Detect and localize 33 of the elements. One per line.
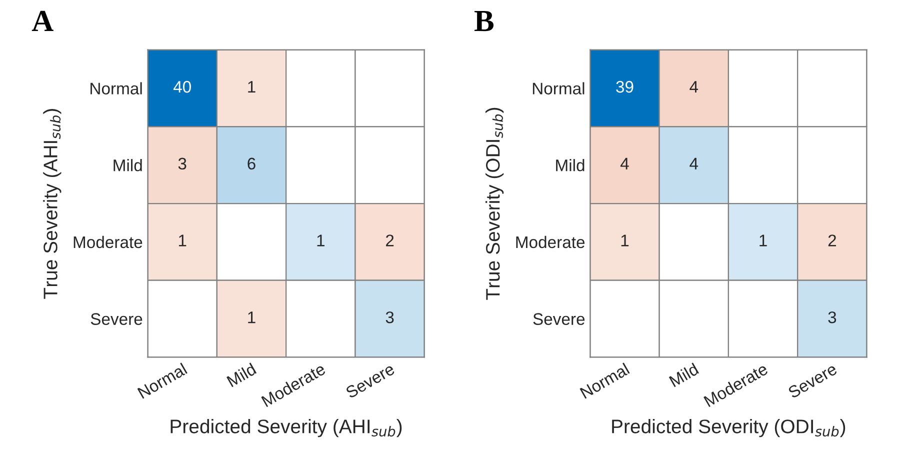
- y-tick-label: Mild: [114, 159, 142, 172]
- y-tick-label: Normal: [90, 82, 142, 94]
- data-label: 4: [690, 81, 698, 93]
- chart-title: B: [474, 11, 494, 32]
- data-label: 39: [616, 80, 634, 93]
- y-tick-label: Mild: [556, 159, 584, 172]
- y-axis-title: True Severity (AHI$_{sub}$): [43, 109, 62, 299]
- y-tick-label: Moderate: [74, 236, 142, 248]
- x-axis-title: Predicted Severity (ODI$_{sub}$): [612, 419, 846, 438]
- data-label: 1: [317, 234, 324, 246]
- data-label: 40: [173, 80, 191, 93]
- y-tick-label: Severe: [533, 313, 585, 325]
- x-tick-label: Mild: [668, 362, 700, 388]
- chart-title: A: [32, 10, 54, 32]
- data-label: 1: [178, 234, 186, 246]
- data-label: 1: [248, 81, 256, 93]
- x-axis-title: Predicted Severity (AHI$_{sub}$): [170, 419, 402, 438]
- data-label: 2: [386, 234, 394, 246]
- data-label: 3: [386, 311, 394, 324]
- data-label: 1: [248, 312, 256, 324]
- y-tick-label: Moderate: [516, 236, 585, 248]
- data-label: 2: [828, 234, 836, 246]
- y-axis-title: True Severity (ODI$_{sub}$): [486, 108, 504, 300]
- data-label: 4: [690, 158, 698, 170]
- data-label: 1: [760, 234, 767, 246]
- x-tick-label: Mild: [226, 362, 257, 388]
- data-label: 3: [178, 158, 186, 170]
- data-label: 6: [248, 158, 256, 170]
- data-label: 1: [621, 234, 629, 246]
- y-tick-label: Normal: [532, 82, 584, 94]
- y-tick-label: Severe: [90, 313, 142, 325]
- data-label: 3: [828, 311, 836, 324]
- data-label: 4: [620, 158, 629, 170]
